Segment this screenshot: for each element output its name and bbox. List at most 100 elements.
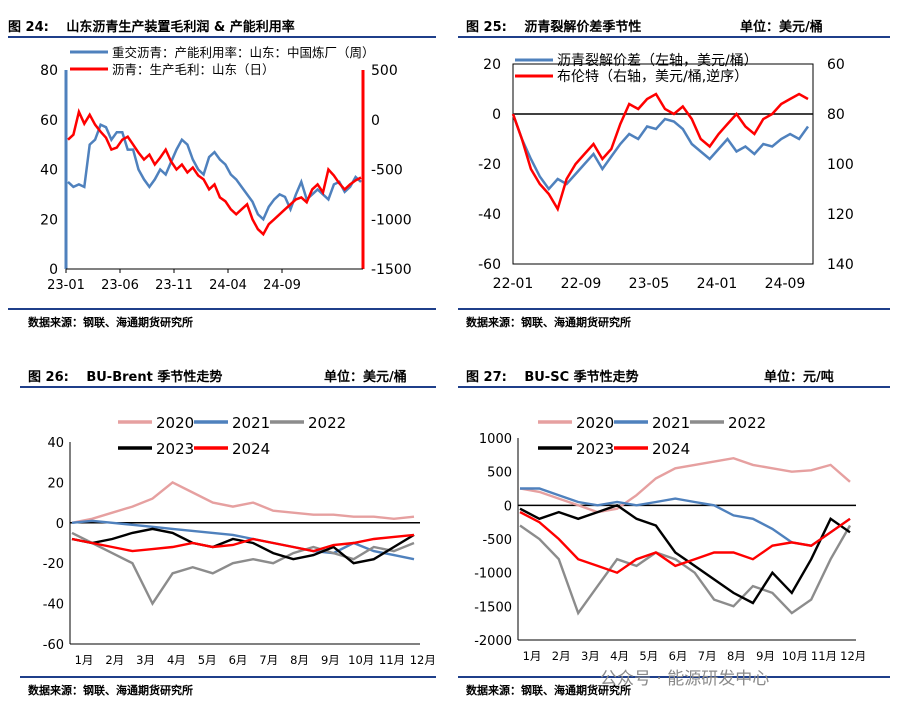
- x-tick-label: 1月: [75, 653, 94, 667]
- legend-label-2020: 2020: [576, 414, 614, 432]
- plot-frame: [512, 63, 814, 265]
- y-left-tick-label: -40: [478, 207, 501, 223]
- legend-label-2021: 2021: [232, 414, 270, 432]
- chart-2-title: 图 25: 沥青裂解价差季节性: [466, 20, 642, 35]
- chart-3-bottom-rule: [20, 676, 436, 678]
- x-tick-label: 11月: [811, 649, 837, 663]
- x-tick-label: 8月: [727, 649, 746, 663]
- x-tick-label: 2月: [552, 649, 571, 663]
- x-tick-label: 3月: [581, 649, 600, 663]
- chart-4-source: 数据来源：钢联、海通期货研究所: [466, 684, 631, 697]
- legend-label-2021: 2021: [652, 414, 690, 432]
- x-tick-label: 23-06: [101, 278, 139, 293]
- y-right-tick-label: 140: [827, 257, 854, 273]
- series-line-margin: [67, 107, 362, 237]
- chart-4-plot: -2000 -1500 -1000 -500 0 500 1000 1月 2月 3月 4月 5月 6月 7…: [474, 414, 866, 663]
- x-tick-label: 22-09: [561, 276, 602, 292]
- chart-3-unit: 单位：美元/桶: [324, 370, 407, 385]
- x-tick-label: 24-01: [697, 276, 738, 292]
- chart-4-bottom-rule: [458, 676, 890, 678]
- series-line-2022: [519, 524, 852, 616]
- x-tick-label: 9月: [756, 649, 775, 663]
- series-line-2021: [520, 487, 851, 547]
- series-line-2020: [519, 456, 851, 514]
- x-tick-label: 10月: [782, 649, 808, 663]
- chart-1-plot: 0 20 40 60 80 -1500 -1000 -500 0 500 23-01 23-06 23-…: [40, 45, 412, 293]
- x-tick-label: 7月: [698, 649, 717, 663]
- series-line-2024: [71, 533, 415, 553]
- y-right-tick-label: 120: [827, 207, 854, 223]
- chart-3-source: 数据来源：钢联、海通期货研究所: [28, 684, 193, 697]
- legend-label-margin: 沥青：生产毛利：山东（日）: [112, 62, 275, 77]
- y-tick-label: 0: [56, 517, 64, 532]
- y-left-tick-label: 60: [40, 113, 58, 129]
- legend-label-capacity: 重交沥青：产能利用率：山东：中国炼厂（周）: [112, 45, 375, 60]
- y-tick-label: -1500: [474, 600, 512, 615]
- chart-2-source: 数据来源：钢联、海通期货研究所: [466, 316, 631, 329]
- x-tick-label: 22-01: [493, 276, 534, 292]
- x-tick-label: 3月: [136, 653, 155, 667]
- y-left-tick-label: 80: [40, 63, 58, 79]
- x-tick-label: 24-09: [263, 278, 301, 293]
- x-tick-label: 10月: [348, 653, 374, 667]
- chart-1-title: 图 24: 山东沥青生产装置毛利润 & 产能利用率: [8, 20, 295, 35]
- x-tick-label: 2月: [105, 653, 124, 667]
- series-line-2024: [519, 511, 851, 575]
- chart-4-unit: 单位：元/吨: [764, 370, 834, 385]
- legend-label-2020: 2020: [156, 414, 194, 432]
- x-tick-label: 23-11: [155, 278, 193, 293]
- chart-3-title: 图 26: BU-Brent 季节性走势: [28, 370, 223, 385]
- legend-label-2024: 2024: [232, 440, 270, 458]
- chart-3-top-rule: [20, 386, 436, 388]
- chart-2-bottom-rule: [458, 308, 890, 310]
- x-tick-label: 5月: [198, 653, 217, 667]
- y-tick-label: -20: [43, 557, 64, 572]
- chart-3-plot: -60 -40 -20 0 20 40 1月 2月 3月 4月 5月 6月 7月 8月 9月 10月 11月 12…: [43, 414, 436, 667]
- y-tick-label: -2000: [474, 634, 512, 649]
- y-right-tick-label: -1500: [371, 262, 412, 278]
- x-tick-label: 9月: [321, 653, 340, 667]
- y-left-tick-label: 0: [49, 262, 58, 278]
- y-tick-label: 500: [487, 466, 512, 481]
- x-tick-label: 5月: [639, 649, 658, 663]
- chart-4-top-rule: [458, 386, 890, 388]
- x-tick-label: 12月: [840, 649, 866, 663]
- series-line-2021: [71, 519, 415, 561]
- chart-4-title: 图 27: BU-SC 季节性走势: [466, 370, 639, 385]
- chart-2-unit: 单位：美元/桶: [740, 20, 823, 35]
- y-left-tick-label: -20: [478, 157, 501, 173]
- series-line-brent: [511, 92, 809, 213]
- x-tick-label: 7月: [259, 653, 278, 667]
- legend-label-brent: 布伦特（右轴，美元/桶,逆序）: [557, 69, 748, 85]
- chart-2-top-rule: [458, 36, 890, 38]
- y-tick-label: -60: [43, 638, 64, 653]
- series-line-2023: [519, 503, 851, 605]
- chart-1-top-rule: [8, 36, 436, 38]
- y-right-tick-label: 100: [827, 157, 854, 173]
- y-left-tick-label: 20: [40, 212, 58, 228]
- y-right-tick-label: 0: [371, 113, 380, 129]
- x-tick-label: 6月: [669, 649, 688, 663]
- y-left-tick-label: 40: [40, 163, 58, 179]
- y-tick-label: 0: [504, 499, 512, 514]
- y-right-tick-label: -1000: [371, 212, 412, 228]
- y-right-tick-label: -500: [371, 163, 403, 179]
- series-line-capacity: [67, 122, 362, 222]
- x-tick-label: 1月: [523, 649, 542, 663]
- x-tick-label: 4月: [610, 649, 629, 663]
- x-tick-label: 12月: [410, 653, 436, 667]
- x-tick-label: 11月: [379, 653, 405, 667]
- x-tick-label: 23-05: [629, 276, 670, 292]
- y-tick-label: 1000: [479, 432, 512, 447]
- legend-label-2023: 2023: [576, 440, 614, 458]
- x-tick-label: 24-04: [209, 278, 247, 293]
- x-tick-label: 24-09: [765, 276, 806, 292]
- y-left-tick-label: 0: [492, 107, 501, 123]
- y-left-tick-label: -60: [478, 257, 501, 273]
- legend-label-crack-spread: 沥青裂解价差（左轴，美元/桶）: [557, 53, 758, 69]
- legend-label-2022: 2022: [308, 414, 346, 432]
- x-tick-label: 8月: [290, 653, 309, 667]
- chart-1-source: 数据来源：钢联、海通期货研究所: [28, 316, 193, 329]
- y-tick-label: 40: [47, 436, 64, 451]
- series-line-2022: [71, 531, 415, 606]
